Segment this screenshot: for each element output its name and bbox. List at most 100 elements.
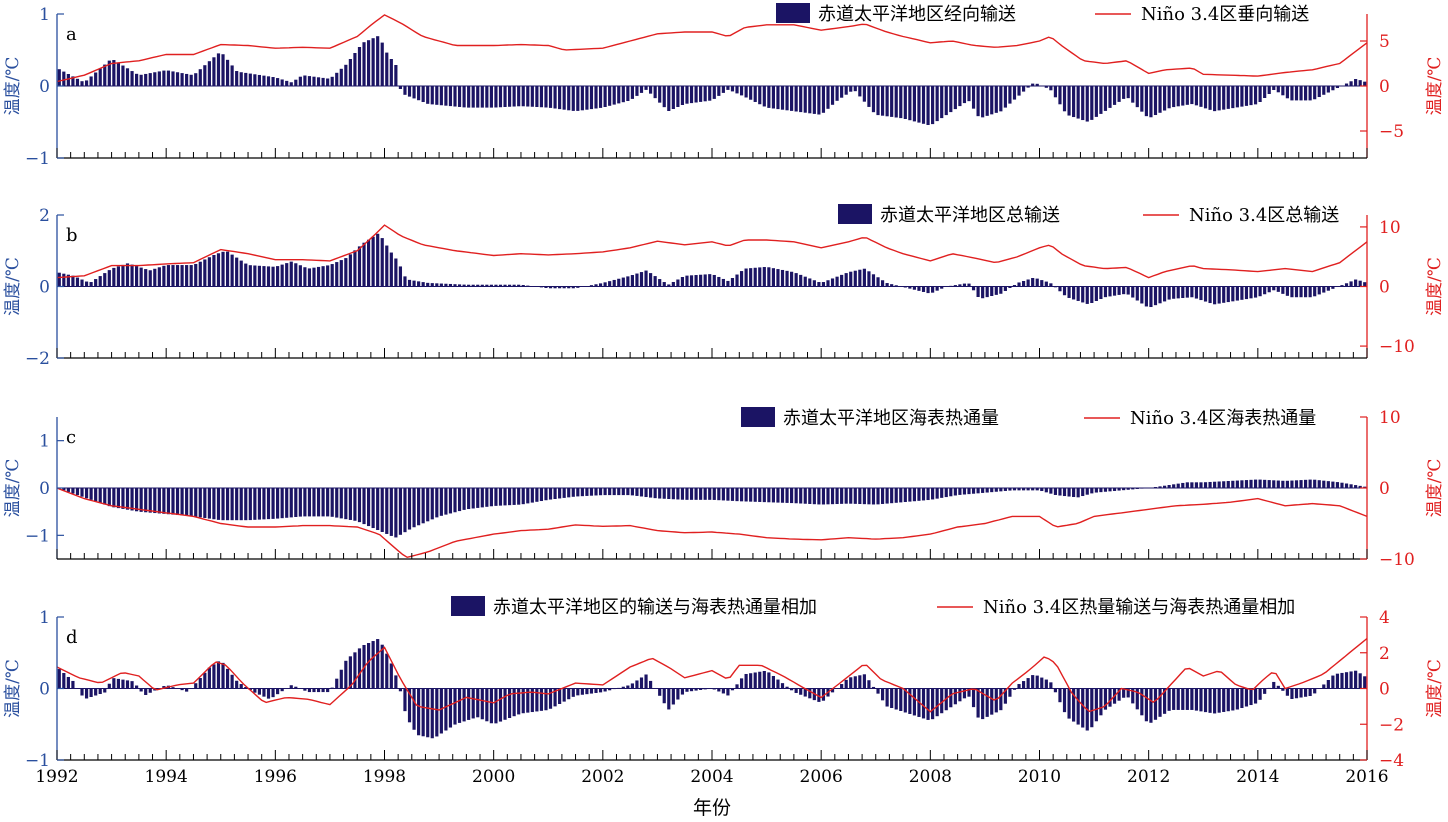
bar bbox=[135, 488, 139, 512]
bar bbox=[335, 262, 339, 287]
bar bbox=[1122, 86, 1126, 99]
y-right-tick-label: −2 bbox=[1379, 715, 1404, 735]
bar bbox=[1299, 480, 1303, 488]
bar bbox=[976, 286, 980, 298]
bar bbox=[621, 488, 625, 496]
panel-label: b bbox=[66, 225, 78, 246]
bar bbox=[567, 688, 571, 700]
bar bbox=[116, 62, 120, 86]
bar bbox=[1249, 286, 1253, 299]
bar bbox=[548, 286, 553, 289]
bar bbox=[207, 667, 211, 689]
bar bbox=[521, 688, 525, 714]
bar bbox=[912, 286, 917, 290]
bar bbox=[380, 488, 384, 532]
bar bbox=[539, 86, 544, 108]
bar bbox=[148, 270, 152, 287]
bar bbox=[598, 488, 603, 496]
bar bbox=[667, 284, 671, 287]
bar bbox=[321, 688, 325, 693]
bar bbox=[316, 77, 321, 86]
y-right-tick-label: 4 bbox=[1379, 608, 1390, 628]
legend-bar-swatch bbox=[838, 204, 872, 224]
bar bbox=[253, 74, 257, 86]
bar bbox=[644, 86, 648, 90]
bar bbox=[699, 86, 703, 102]
bar bbox=[990, 86, 994, 115]
bar bbox=[426, 86, 430, 104]
bar bbox=[1167, 688, 1171, 711]
bar bbox=[357, 648, 362, 689]
bar bbox=[280, 264, 284, 287]
bar bbox=[589, 688, 594, 694]
bar bbox=[1044, 488, 1048, 493]
bar bbox=[348, 488, 352, 520]
bar bbox=[494, 688, 498, 724]
bar bbox=[1290, 286, 1294, 298]
bar bbox=[403, 488, 407, 533]
bar bbox=[271, 488, 275, 519]
bar bbox=[744, 488, 748, 502]
bar bbox=[166, 70, 171, 86]
bar bbox=[366, 40, 371, 86]
bar bbox=[257, 265, 262, 287]
bar bbox=[1044, 86, 1048, 88]
bar bbox=[448, 283, 453, 287]
bar bbox=[862, 488, 866, 505]
bar bbox=[1363, 486, 1367, 488]
bar bbox=[448, 488, 453, 514]
bar bbox=[726, 688, 730, 696]
bar bbox=[1294, 286, 1299, 298]
bar bbox=[1317, 86, 1321, 98]
bar bbox=[1185, 482, 1189, 488]
bar bbox=[912, 488, 917, 502]
bar bbox=[417, 281, 421, 287]
bar bbox=[489, 488, 493, 507]
bar bbox=[1358, 485, 1362, 488]
bar bbox=[1035, 83, 1039, 86]
bar bbox=[471, 688, 475, 719]
bar bbox=[1090, 688, 1094, 728]
bar bbox=[1067, 286, 1071, 298]
bar bbox=[576, 286, 580, 288]
bar bbox=[899, 86, 903, 119]
bar bbox=[558, 286, 562, 289]
bar bbox=[589, 86, 594, 110]
bar bbox=[1021, 280, 1026, 287]
bar bbox=[1190, 482, 1194, 488]
bar bbox=[517, 86, 521, 107]
bar bbox=[362, 488, 366, 525]
bar bbox=[1031, 675, 1035, 689]
bar bbox=[389, 59, 393, 86]
bar bbox=[685, 688, 689, 692]
bar bbox=[480, 86, 484, 108]
bar bbox=[1149, 86, 1153, 118]
bar bbox=[435, 488, 439, 518]
bar bbox=[417, 488, 421, 526]
bar bbox=[653, 86, 657, 99]
bar bbox=[407, 279, 412, 287]
bar bbox=[1276, 685, 1280, 689]
bar bbox=[1258, 86, 1262, 102]
bar bbox=[644, 488, 648, 498]
bar bbox=[153, 72, 157, 86]
bar bbox=[717, 86, 721, 96]
bar bbox=[1012, 488, 1017, 491]
bar bbox=[103, 688, 107, 693]
bar bbox=[75, 277, 80, 287]
bar bbox=[353, 488, 357, 521]
bar bbox=[776, 86, 780, 110]
bar bbox=[1172, 688, 1176, 710]
bar bbox=[876, 488, 880, 505]
bar bbox=[112, 267, 116, 287]
bar bbox=[917, 86, 921, 123]
bar bbox=[994, 86, 998, 113]
bar bbox=[339, 68, 343, 86]
bar bbox=[103, 273, 107, 287]
bar bbox=[385, 245, 389, 287]
bar bbox=[1322, 480, 1326, 488]
bar bbox=[1053, 688, 1058, 693]
bar bbox=[517, 284, 521, 287]
bar bbox=[376, 233, 380, 287]
bar bbox=[339, 260, 343, 287]
